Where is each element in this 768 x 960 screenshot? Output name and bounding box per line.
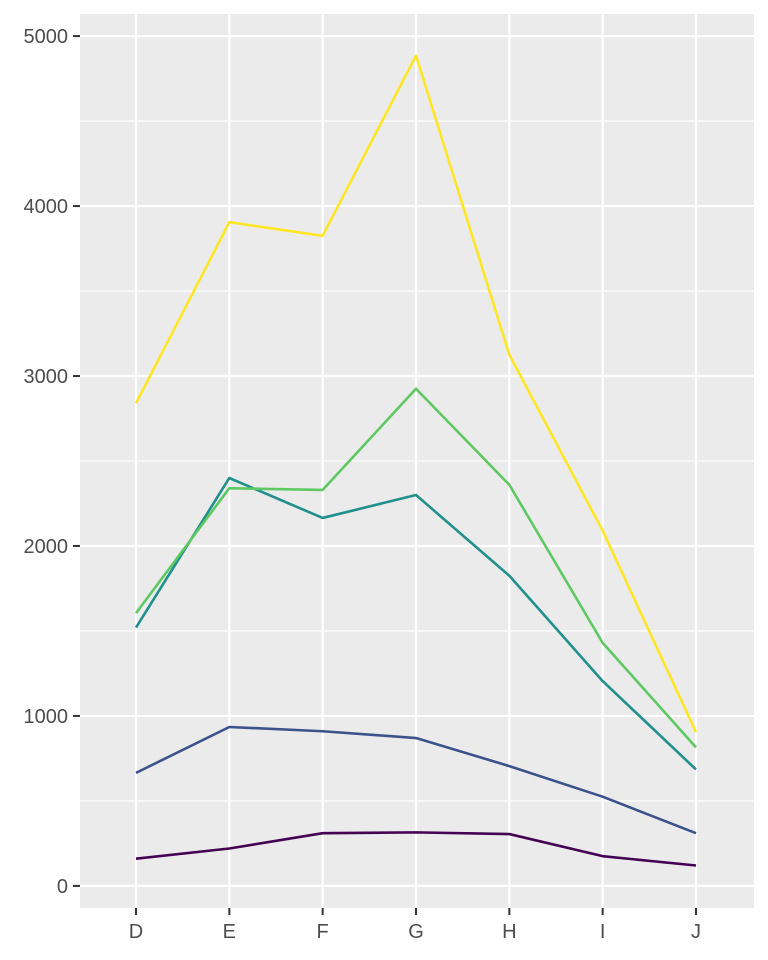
x-tick-label: E — [223, 921, 236, 943]
y-tick-label: 2000 — [24, 536, 69, 558]
series-line-4 — [134, 387, 697, 749]
x-tick-label: J — [691, 921, 701, 943]
y-tick-label: 0 — [57, 876, 68, 898]
series-line-2 — [135, 725, 697, 835]
y-tick-label: 5000 — [24, 26, 69, 48]
y-tick-label: 4000 — [24, 196, 69, 218]
series-lines — [134, 54, 698, 867]
x-axis: D E F G H I J — [129, 908, 701, 943]
x-tick-label: G — [408, 921, 424, 943]
major-gridlines — [80, 14, 754, 908]
y-axis: 0 1000 2000 3000 4000 5000 — [24, 26, 80, 898]
series-line-5 — [134, 54, 698, 733]
series-line-3 — [134, 476, 697, 771]
x-tick-label: I — [600, 921, 606, 943]
x-tick-label: F — [317, 921, 329, 943]
y-tick-label: 3000 — [24, 366, 69, 388]
x-tick-label: D — [129, 921, 143, 943]
x-tick-label: H — [502, 921, 516, 943]
series-line-1 — [135, 831, 697, 867]
y-tick-label: 1000 — [24, 706, 69, 728]
